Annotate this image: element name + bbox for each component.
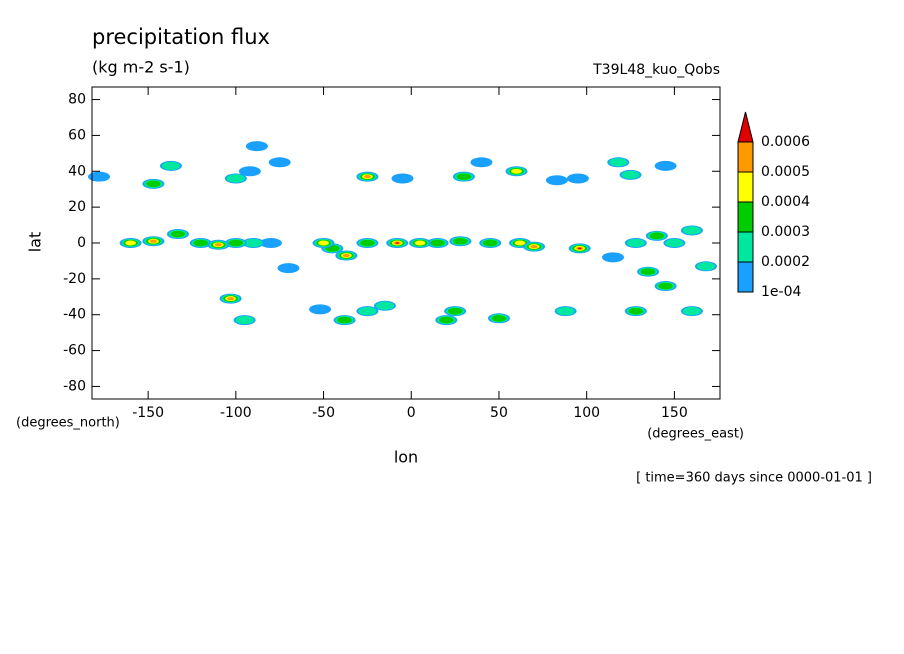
- precip-cell: [654, 160, 677, 171]
- precip-cell: [342, 253, 350, 258]
- x-tick-label: 0: [407, 405, 416, 421]
- x-tick-label: 100: [573, 405, 600, 421]
- precip-cell: [244, 238, 263, 248]
- precip-cell: [337, 316, 352, 324]
- x-tick-label: 150: [661, 405, 688, 421]
- precip-cell: [358, 306, 377, 316]
- precip-cell: [578, 247, 582, 250]
- precip-cell: [149, 239, 157, 243]
- precip-cell: [227, 296, 235, 301]
- precip-cell: [375, 301, 395, 310]
- colorbar-label: 0.0004: [761, 194, 810, 210]
- precip-cell: [88, 171, 111, 182]
- precip-cell: [601, 252, 624, 263]
- precip-cell: [470, 157, 493, 168]
- colorbar-arrow: [737, 111, 754, 143]
- precip-cell: [360, 239, 375, 247]
- y-tick-label: 0: [77, 235, 86, 251]
- y-tick-label: -80: [63, 378, 86, 394]
- x-axis-label: lon: [394, 448, 418, 467]
- colorbar-label: 1e-04: [761, 284, 801, 300]
- precip-cell: [318, 240, 329, 246]
- colorbar-box: [737, 141, 754, 173]
- precip-cell: [649, 232, 665, 240]
- precip-cell: [268, 157, 291, 168]
- precip-cell: [235, 315, 254, 325]
- precip-cell: [658, 282, 673, 290]
- precip-cell: [170, 230, 186, 238]
- y-tick-label: 80: [68, 92, 86, 108]
- units: (kg m-2 s-1): [92, 58, 190, 77]
- precip-cell: [491, 315, 507, 322]
- y-axis-label: lat: [26, 232, 45, 253]
- time-note: [ time=360 days since 0000-01-01 ]: [636, 471, 872, 486]
- precip-cell: [430, 239, 445, 247]
- precip-cell: [391, 173, 414, 184]
- precip-cell: [530, 244, 538, 249]
- precip-cell: [628, 307, 644, 315]
- precip-cell: [146, 180, 161, 188]
- y-tick-label: -40: [63, 307, 86, 323]
- chart-title: precipitation flux: [92, 25, 270, 49]
- precip-cell: [682, 226, 702, 235]
- x-tick-label: -150: [132, 405, 164, 421]
- y-tick-label: 40: [68, 163, 86, 179]
- precip-cell: [511, 168, 522, 174]
- precip-cell: [696, 262, 716, 271]
- precip-cell: [621, 170, 640, 180]
- y-tick-label: 60: [68, 127, 86, 143]
- colorbar-box: [737, 261, 754, 293]
- y-tick-label: 20: [68, 199, 86, 215]
- precip-cell: [482, 239, 498, 247]
- colorbar-box: [737, 231, 754, 263]
- plot-area: [88, 141, 717, 326]
- colorbar-box: [737, 201, 754, 233]
- precip-cell: [609, 158, 628, 167]
- precip-cell: [447, 307, 463, 315]
- precip-cell: [626, 238, 645, 248]
- precip-cell: [363, 175, 371, 179]
- colorbar-label: 0.0003: [761, 224, 810, 240]
- precip-cell: [456, 173, 472, 180]
- precip-cell: [514, 240, 526, 246]
- colorbar-label: 0.0006: [761, 134, 810, 150]
- x-tick-label: -100: [220, 405, 252, 421]
- precip-cell: [125, 240, 136, 246]
- y-units: (degrees_north): [16, 416, 120, 431]
- precip-cell: [214, 243, 222, 247]
- colorbar-label: 0.0005: [761, 164, 810, 180]
- x-tick-label: 50: [490, 405, 508, 421]
- precip-cell: [309, 304, 332, 315]
- precip-cell: [439, 316, 454, 324]
- dataset: T39L48_kuo_Qobs: [592, 62, 720, 78]
- precip-cell: [161, 161, 181, 171]
- precip-cell: [665, 238, 684, 248]
- x-tick-label: -50: [312, 405, 335, 421]
- x-units: (degrees_east): [647, 427, 744, 442]
- colorbar-box: [737, 171, 754, 203]
- precip-cell: [453, 237, 468, 245]
- precip-cell: [228, 239, 244, 247]
- colorbar-label: 0.0002: [761, 254, 810, 270]
- precip-cell: [414, 240, 426, 246]
- precip-cell: [193, 239, 209, 247]
- precip-cell: [545, 175, 568, 186]
- precip-cell: [245, 141, 268, 152]
- precip-cell: [277, 263, 300, 274]
- precip-cell: [682, 306, 702, 316]
- precip-cell: [556, 306, 575, 316]
- precip-cell: [238, 166, 261, 177]
- precip-cell: [566, 173, 589, 184]
- precip-cell: [259, 238, 282, 248]
- precip-cell: [640, 268, 656, 275]
- precip-cell: [226, 174, 245, 183]
- y-tick-label: -20: [63, 271, 86, 287]
- precip-cell: [395, 242, 399, 244]
- y-tick-label: -60: [63, 343, 86, 359]
